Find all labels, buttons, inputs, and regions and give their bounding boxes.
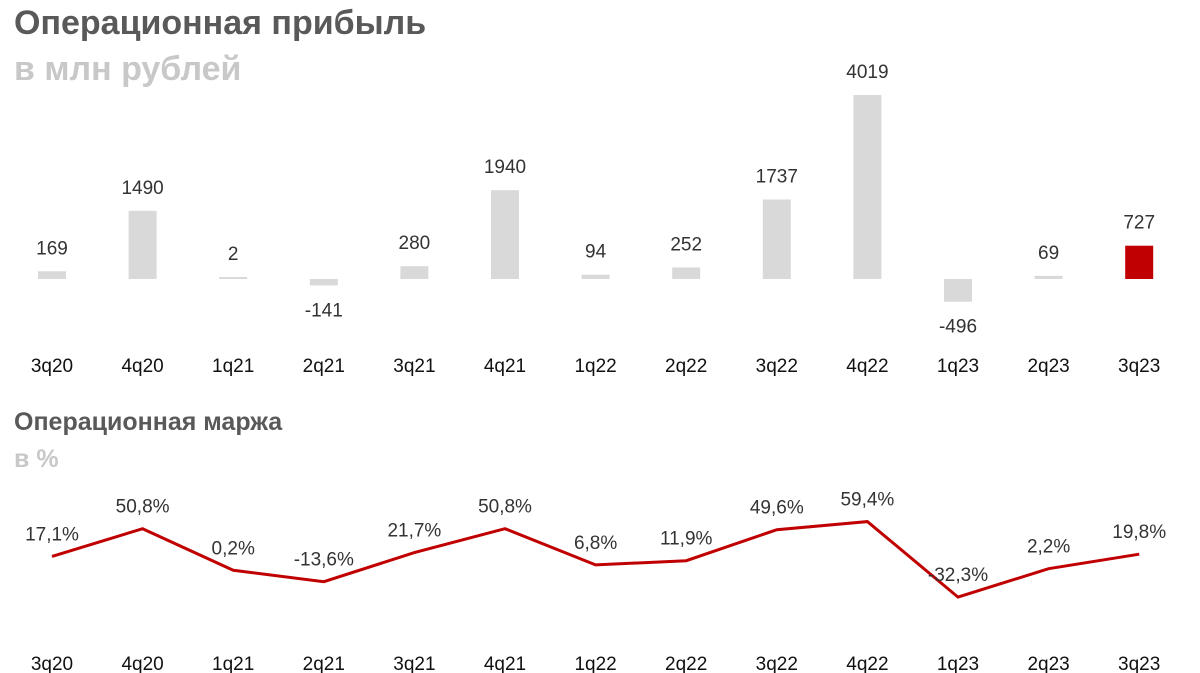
x-tick-label: 4q21 [484, 356, 526, 377]
bar [581, 274, 610, 279]
operating-profit-subtitle: в млн рублей [14, 50, 242, 88]
line-value-label: 59,4% [840, 490, 894, 511]
x-tick-label: 1q21 [212, 356, 254, 377]
x-tick-label: 2q23 [1027, 654, 1069, 673]
line-value-label: 2,2% [1027, 537, 1070, 558]
x-tick-label: 3q20 [31, 654, 73, 673]
bar [219, 277, 248, 279]
x-tick-label: 2q21 [303, 654, 345, 673]
bar-value-label: -496 [939, 317, 977, 338]
line-value-label: 50,8% [478, 497, 532, 518]
operating-margin-subtitle: в % [14, 445, 59, 473]
line-value-label: 17,1% [25, 524, 79, 545]
x-tick-label: 2q23 [1027, 356, 1069, 377]
line-value-label: 49,6% [750, 498, 804, 519]
bar-value-label: 1737 [756, 166, 798, 187]
line-value-label: 11,9% [660, 529, 713, 550]
x-tick-label: 3q22 [756, 654, 798, 673]
bar [672, 267, 701, 279]
bar-value-label: 94 [585, 242, 607, 263]
x-tick-label: 2q22 [665, 654, 707, 673]
x-tick-label: 4q22 [846, 654, 888, 673]
line-value-label: -32,3% [928, 565, 988, 586]
bar [400, 266, 429, 279]
bar [491, 190, 519, 279]
bar [309, 279, 338, 286]
bar-value-label: 280 [399, 233, 431, 254]
bar-value-label: 2 [228, 244, 239, 265]
bar [853, 95, 882, 279]
x-tick-label: 2q22 [665, 356, 707, 377]
x-tick-label: 4q20 [121, 654, 163, 673]
x-tick-label: 1q23 [937, 654, 979, 673]
bar [944, 279, 972, 302]
line-value-label: 50,8% [116, 497, 170, 518]
bar [1125, 245, 1154, 279]
operating-profit-title: Операционная прибыль [14, 4, 427, 42]
x-tick-label: 3q23 [1118, 356, 1160, 377]
bar-value-label: 1490 [121, 178, 163, 199]
line-value-label: 0,2% [212, 538, 255, 559]
x-tick-label: 1q23 [937, 356, 979, 377]
x-tick-label: 3q20 [31, 356, 73, 377]
bar-value-label: 69 [1038, 243, 1059, 264]
bar-value-label: 252 [670, 234, 702, 255]
line-value-label: 19,8% [1112, 522, 1166, 543]
line-value-label: 6,8% [574, 533, 617, 554]
bar-value-label: 4019 [846, 62, 888, 83]
bar [128, 210, 157, 279]
operating-margin-title: Операционная маржа [14, 408, 283, 436]
bar-value-label: -141 [305, 300, 343, 321]
x-tick-label: 1q21 [212, 654, 254, 673]
line-value-label: 21,7% [387, 521, 441, 542]
x-tick-label: 4q21 [484, 654, 526, 673]
x-tick-label: 3q21 [393, 654, 435, 673]
bar [1034, 275, 1063, 279]
x-tick-label: 3q22 [756, 356, 798, 377]
line-value-label: -13,6% [294, 550, 354, 571]
bar-value-label: 169 [36, 238, 68, 259]
x-tick-label: 1q22 [574, 356, 616, 377]
bar-value-label: 727 [1123, 213, 1155, 234]
x-tick-label: 4q22 [846, 356, 888, 377]
x-tick-label: 3q21 [393, 356, 435, 377]
x-tick-label: 1q22 [574, 654, 616, 673]
margin-series-line [51, 520, 1140, 599]
bar [38, 271, 66, 279]
x-tick-label: 2q21 [303, 356, 345, 377]
bar-value-label: 1940 [484, 157, 526, 178]
bar [762, 199, 791, 279]
x-tick-label: 4q20 [121, 356, 163, 377]
x-tick-label: 3q23 [1118, 654, 1160, 673]
